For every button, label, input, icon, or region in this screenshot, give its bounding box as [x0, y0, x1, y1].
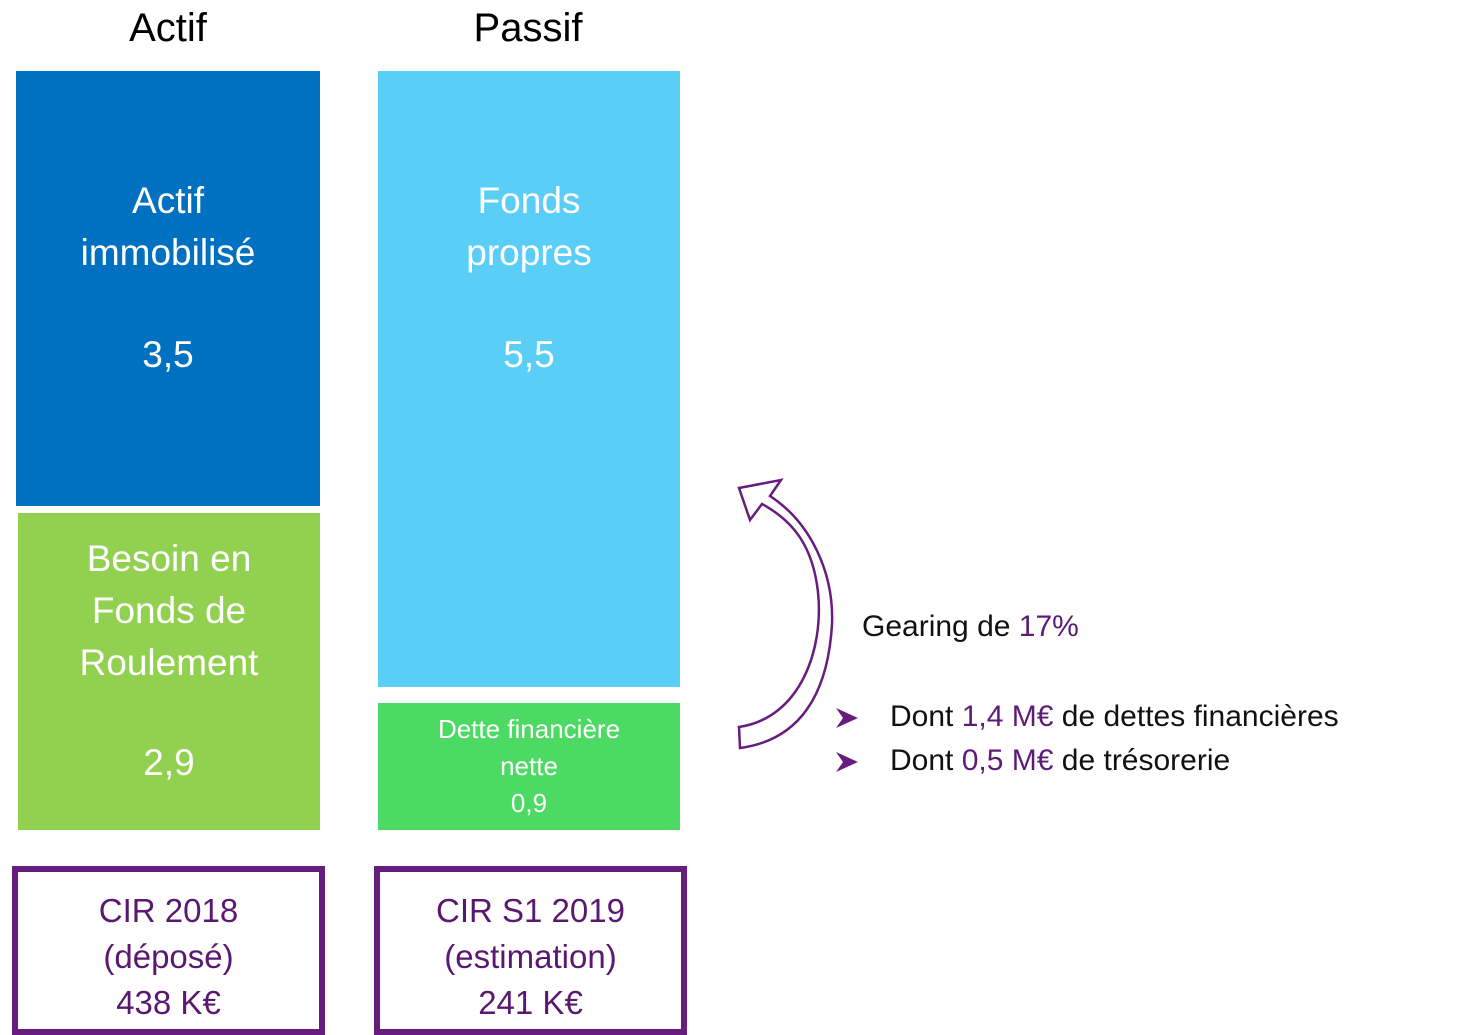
block-label: Fonds	[477, 180, 581, 221]
gearing-text: Gearing de	[862, 610, 1011, 643]
box-line: CIR S1 2019	[436, 892, 625, 929]
block-label: Actif	[132, 180, 204, 221]
box-line: 241 K€	[478, 984, 583, 1021]
curved-arrow	[737, 478, 834, 750]
block-label: nette	[500, 751, 558, 781]
bullet-amount: 0,5 M€	[961, 744, 1054, 777]
box-line: CIR 2018	[98, 892, 239, 929]
asset-block: Actif immobilisé 3,5	[16, 71, 320, 506]
column-title: Actif	[129, 6, 207, 50]
block-label: Roulement	[79, 642, 259, 683]
bullet: Dont 0,5 M€ de trésorerie	[890, 744, 1230, 778]
bullet-icon	[836, 752, 858, 772]
box-line: (déposé)	[103, 938, 234, 975]
bullet-prefix: Dont	[890, 744, 954, 777]
column-title: Passif	[473, 6, 583, 50]
block-label: Besoin en	[86, 538, 252, 579]
bullet-icon	[836, 708, 858, 728]
box-line: (estimation)	[444, 938, 617, 975]
gearing: Gearing de 17%	[862, 610, 1079, 644]
block-label: Fonds de	[91, 590, 247, 631]
block-label: propres	[466, 232, 592, 273]
asset-block: Besoin en Fonds de Roulement 2,9	[18, 513, 320, 830]
liability-block: Dette financière nette 0,9	[378, 703, 680, 830]
bullet-prefix: Dont	[890, 700, 954, 733]
bullet-suffix: de dettes financières	[1061, 700, 1339, 733]
block-value: 2,9	[143, 742, 195, 783]
bullet: Dont 1,4 M€ de dettes financières	[890, 700, 1339, 734]
gearing-value: 17%	[1018, 610, 1079, 643]
block-value: 0,9	[510, 788, 548, 818]
box-line: 438 K€	[116, 984, 221, 1021]
block-label: immobilisé	[80, 232, 256, 273]
block-label: Dette financière	[437, 714, 621, 744]
cir-box: CIR S1 2019 (estimation) 241 K€	[374, 866, 687, 1035]
cir-box: CIR 2018 (déposé) 438 K€	[12, 866, 325, 1035]
bullet-suffix: de trésorerie	[1061, 744, 1231, 777]
block-value: 3,5	[142, 334, 194, 375]
liability-block: Fonds propres 5,5	[378, 71, 680, 687]
bullet-amount: 1,4 M€	[961, 700, 1054, 733]
block-value: 5,5	[503, 334, 555, 375]
